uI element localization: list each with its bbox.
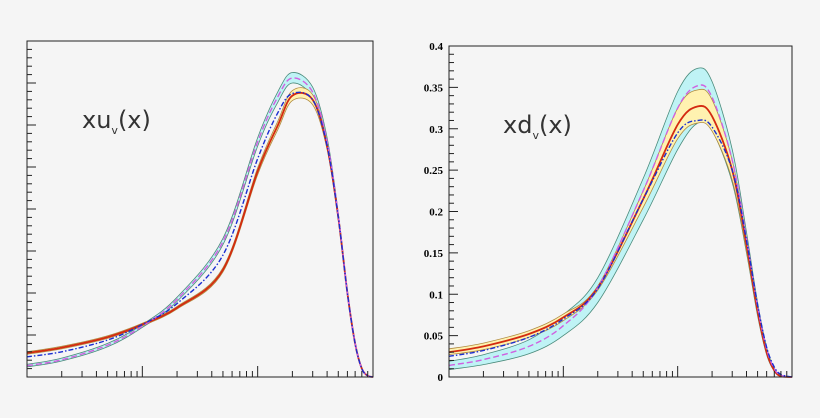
series-line-blue-dash-dot bbox=[26, 91, 374, 378]
panel-label-xdv: xdv(x) bbox=[503, 111, 572, 142]
band-lower-edge bbox=[26, 97, 374, 378]
y-tick-label: 0.2 bbox=[429, 207, 443, 219]
series-line-red-solid bbox=[26, 91, 374, 378]
y-tick-label: 0.3 bbox=[429, 124, 443, 136]
plot-area bbox=[26, 72, 374, 378]
y-tick-label: 0 bbox=[438, 372, 444, 384]
y-tick-label: 0.05 bbox=[424, 331, 444, 343]
plot-area bbox=[448, 67, 793, 378]
band-yellow-band bbox=[27, 87, 373, 377]
band-upper-edge bbox=[26, 87, 374, 378]
panel-xuv: xuv(x) bbox=[26, 40, 374, 378]
y-tick-label: 0.1 bbox=[429, 289, 443, 301]
series-line-red-solid bbox=[448, 104, 793, 378]
panel-label-xuv: xuv(x) bbox=[82, 106, 151, 137]
axes-frame bbox=[26, 40, 374, 378]
y-tick-label: 0.25 bbox=[424, 165, 444, 177]
panel-xdv: xdv(x) 0 0.05 0.1 0.15 0.2 0.25 0.3 0.35 0.4 bbox=[424, 41, 793, 384]
y-tick-label: 0.15 bbox=[424, 248, 444, 260]
y-tick-label: 0.4 bbox=[429, 41, 443, 53]
band-yellow-band bbox=[449, 89, 792, 378]
y-tick-label: 0.35 bbox=[424, 82, 444, 94]
series-line-blue-dash-dot bbox=[448, 119, 793, 378]
